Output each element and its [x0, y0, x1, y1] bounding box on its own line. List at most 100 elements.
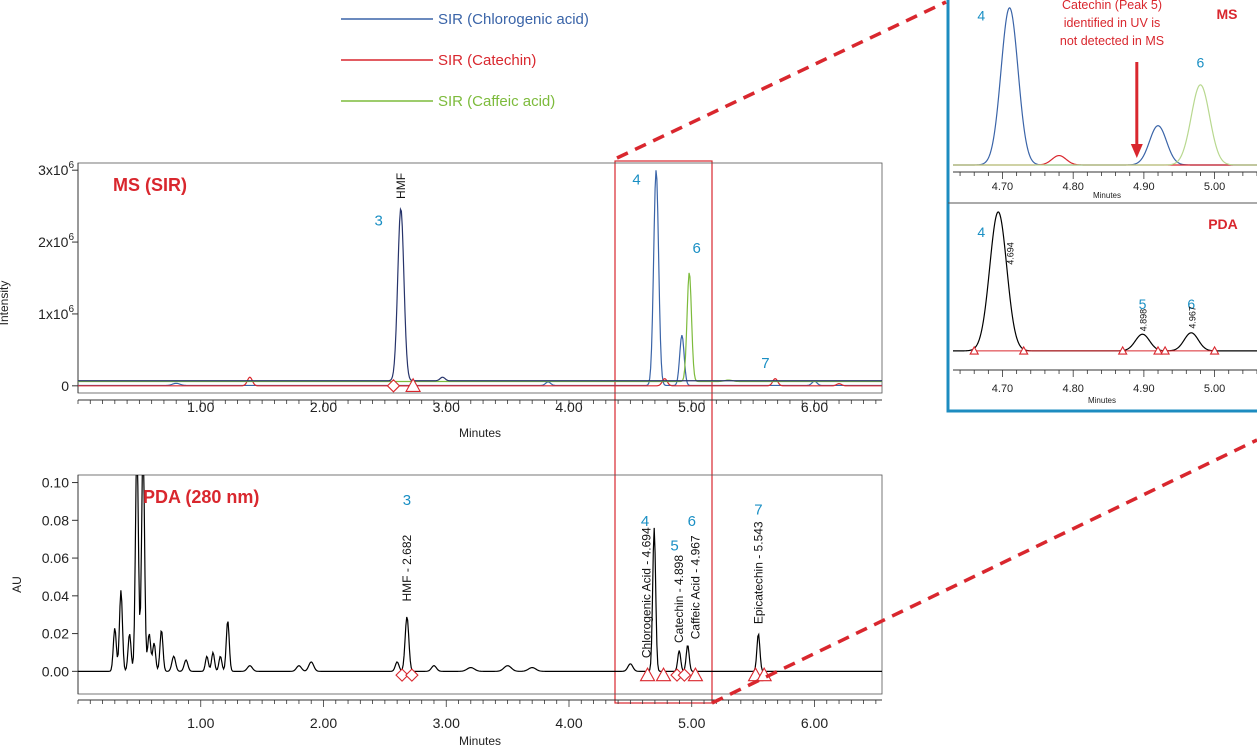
inset-ms-series-sir-caffeic-acid-	[953, 84, 1257, 166]
pda-x-tick-label: 1.00	[187, 715, 214, 731]
pda-y-tick-label: 0.06	[42, 550, 69, 566]
inset-frame	[946, 0, 1257, 413]
pda-y-tick-label: 0.04	[42, 588, 69, 604]
inset-pda-x-tick-label: 4.70	[992, 383, 1013, 395]
ms-y-tick-exponent: 6	[68, 160, 74, 171]
inset-pda-panel-title: PDA	[1208, 216, 1238, 232]
pda-y-axis-title: AU	[10, 576, 24, 593]
ms-x-tick-label: 1.00	[187, 399, 214, 415]
ms-x-tick-label: 3.00	[433, 399, 460, 415]
pda-diamond-marker	[405, 668, 419, 682]
legend-label-2: SIR (Caffeic acid)	[438, 93, 555, 110]
inset-ms-annotation-arrow-head	[1130, 144, 1143, 158]
pda-peak-label: Catechin - 4.898	[672, 555, 686, 643]
pda-diamond-marker	[677, 668, 692, 682]
ms-x-tick-label: 4.00	[555, 399, 582, 415]
inset-pda-x-axis-title: Minutes	[1088, 396, 1116, 405]
inset-pda-triangle-marker	[1153, 345, 1163, 355]
inset-ms-annotation-line: not detected in MS	[1060, 34, 1164, 48]
ms-peak-number: 7	[761, 355, 769, 372]
ms-x-tick-label: 5.00	[678, 399, 705, 415]
inset-pda-triangle-marker	[1160, 345, 1171, 355]
inset-pda-triangle-marker	[1209, 345, 1220, 355]
ms-y-tick-label: 1x106	[38, 304, 74, 322]
inset-pda-triangle-marker	[1018, 345, 1029, 355]
inset-ms-series-sir-chlorogenic-acid-	[953, 7, 1257, 166]
pda-peak-number: 4	[641, 513, 649, 530]
zoom-window-frame	[614, 160, 713, 704]
pda-x-tick-label: 2.00	[310, 715, 337, 731]
ms-y-tick-label: 2x106	[38, 232, 74, 250]
ms-peak-label: HMF	[394, 173, 408, 199]
pda-y-tick-label: 0.08	[42, 512, 69, 528]
ms-series-sir-catechin-	[78, 376, 882, 387]
ms-x-tick-label: 6.00	[801, 399, 828, 415]
inset-pda-peak-label: 4.694	[1006, 242, 1016, 265]
legend-label-0: SIR (Chlorogenic acid)	[438, 11, 589, 28]
ms-peak-number: 4	[632, 172, 640, 189]
inset-ms-annotation-line: Catechin (Peak 5)	[1062, 0, 1162, 12]
ms-peak-number: 3	[375, 213, 383, 230]
legend-label-1: SIR (Catechin)	[438, 52, 536, 69]
inset-pda-triangle-marker	[969, 345, 980, 355]
ms-y-axis-title: Intensity	[0, 281, 11, 326]
pda-x-tick-label: 6.00	[801, 715, 828, 731]
ms-y-tick-exponent: 6	[68, 232, 74, 243]
pda-peak-label: HMF - 2.682	[400, 534, 414, 601]
inset-pda-x-tick-label: 4.90	[1133, 383, 1154, 395]
inset-pda-x-tick-label: 4.80	[1062, 383, 1083, 395]
inset-pda-peak-label: 4.967	[1187, 306, 1197, 329]
pda-triangle-marker	[639, 666, 656, 682]
pda-x-tick-label: 4.00	[555, 715, 582, 731]
inset-ms-x-tick-label: 5.00	[1204, 181, 1225, 193]
inset-ms-x-tick-label: 4.70	[992, 181, 1013, 193]
pda-y-tick-label: 0.10	[42, 475, 69, 491]
pda-x-tick-label: 3.00	[433, 715, 460, 731]
pda-peak-label: Caffeic Acid - 4.967	[688, 535, 702, 639]
pda-x-axis-title: Minutes	[459, 734, 501, 747]
ms-series-sir-chlorogenic-acid-	[78, 170, 882, 387]
pda-peak-number: 5	[670, 538, 678, 555]
pda-series-pda	[78, 475, 882, 672]
ms-diamond-marker	[386, 379, 401, 393]
pda-y-tick-label: 0.00	[42, 663, 69, 679]
inset-pda-peak-number: 4	[977, 224, 985, 240]
ms-series-sir-caffeic-acid-	[78, 272, 882, 383]
ms-y-tick-label: 3x106	[38, 160, 74, 178]
zoom-connector-bottom	[711, 438, 1257, 705]
inset-ms-peak-number: 6	[1197, 55, 1205, 71]
ms-y-tick-label: 0	[61, 378, 69, 394]
inset-pda-peak-number: 5	[1139, 296, 1147, 312]
pda-peak-label: Chlorogenic Acid - 4.694	[639, 527, 653, 658]
inset-pda-x-tick-label: 5.00	[1204, 383, 1225, 395]
pda-peak-number: 7	[754, 502, 762, 519]
inset-ms-x-tick-label: 4.80	[1062, 181, 1083, 193]
pda-x-tick-label: 5.00	[678, 715, 705, 731]
inset-ms-series-sir-catechin-	[953, 154, 1257, 166]
pda-peak-number: 3	[403, 492, 411, 509]
pda-y-tick-label: 0.02	[42, 626, 69, 642]
ms-x-axis-title: Minutes	[459, 426, 501, 440]
pda-diamond-marker	[395, 668, 409, 682]
ms-x-tick-label: 2.00	[310, 399, 337, 415]
pda-peak-number: 6	[688, 513, 696, 530]
ms-series-hmf	[78, 207, 882, 382]
ms-panel-title: MS (SIR)	[113, 175, 187, 195]
zoom-connector-top	[616, 0, 947, 160]
inset-pda-triangle-marker	[1117, 345, 1128, 355]
pda-triangle-marker	[687, 666, 704, 682]
inset-pda-peak-label: 4.898	[1138, 309, 1148, 332]
ms-y-tick-exponent: 6	[68, 304, 74, 315]
inset-ms-peak-number: 4	[977, 7, 985, 23]
inset-ms-x-axis-title: Minutes	[1093, 191, 1121, 200]
inset-ms-x-tick-label: 4.90	[1133, 181, 1154, 193]
pda-triangle-marker	[655, 666, 672, 682]
ms-triangle-marker	[405, 377, 422, 392]
inset-pda-peak-number: 6	[1187, 296, 1195, 312]
inset-ms-panel-title: MS	[1217, 6, 1238, 22]
pda-peak-label: Epicatechin - 5.543	[751, 521, 765, 624]
inset-pda-series-pda	[953, 211, 1257, 352]
inset-ms-annotation-line: identified in UV is	[1064, 16, 1161, 30]
